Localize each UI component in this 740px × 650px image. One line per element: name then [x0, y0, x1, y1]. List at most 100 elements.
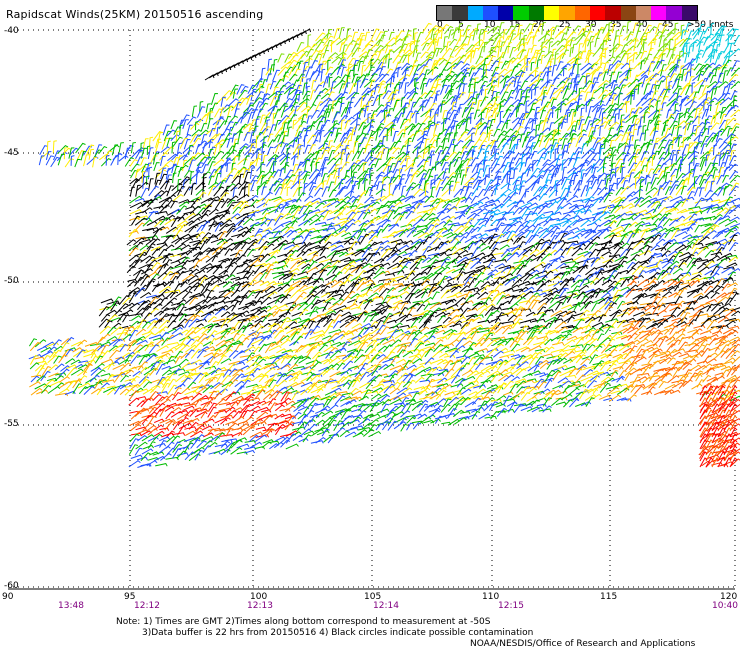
wind-barb — [339, 295, 351, 306]
wind-barb — [729, 48, 740, 57]
wind-barb — [718, 51, 725, 60]
wind-barb — [670, 31, 682, 40]
wind-barb — [527, 128, 537, 137]
wind-barb — [657, 319, 669, 328]
wind-barb — [637, 125, 642, 136]
wind-barb — [375, 104, 385, 112]
wind-barb — [384, 83, 391, 94]
wind-barb — [607, 133, 619, 142]
wind-barb — [352, 141, 359, 154]
wind-barb — [330, 250, 340, 261]
wind-barb — [179, 124, 184, 136]
wind-barb — [441, 74, 453, 83]
wind-barb — [250, 199, 260, 207]
wind-barb — [590, 118, 598, 129]
wind-barb — [625, 258, 637, 264]
wind-barb — [698, 112, 703, 125]
wind-barb — [704, 54, 715, 64]
wind-barb — [685, 71, 691, 82]
wind-barb — [455, 68, 468, 78]
wind-barb — [544, 109, 553, 120]
wind-barb — [164, 146, 175, 154]
wind-barb — [705, 104, 712, 117]
wind-barb — [314, 132, 322, 144]
wind-barb — [695, 49, 704, 58]
wind-barb — [458, 103, 464, 114]
wind-barb — [377, 49, 385, 60]
wind-barb — [593, 125, 599, 135]
wind-barb — [568, 108, 575, 118]
wind-barb — [496, 120, 505, 129]
wind-barb — [682, 45, 687, 58]
wind-barb — [691, 27, 702, 36]
wind-barb — [721, 26, 727, 36]
wind-barb — [392, 89, 400, 101]
wind-barb — [438, 58, 448, 66]
wind-barb — [534, 86, 539, 96]
wind-barb — [426, 124, 434, 136]
wind-barb — [274, 78, 284, 89]
wind-barb — [361, 87, 371, 96]
wind-barb — [348, 57, 356, 66]
wind-barb — [364, 31, 370, 42]
wind-barb — [687, 76, 695, 87]
wind-barb — [684, 52, 691, 63]
wind-barb — [172, 312, 183, 323]
wind-barb — [212, 117, 225, 126]
wind-barb — [361, 64, 366, 78]
wind-barb — [555, 262, 567, 270]
wind-barb — [524, 210, 534, 222]
wind-barb — [323, 35, 334, 46]
wind-barb — [295, 241, 307, 246]
wind-barb — [607, 64, 614, 75]
wind-barb — [607, 102, 618, 114]
wind-barb — [360, 116, 372, 125]
wind-barb — [530, 255, 543, 262]
wind-barb — [617, 141, 629, 149]
wind-barb — [724, 119, 731, 130]
wind-barb — [396, 112, 405, 124]
wind-barb — [473, 109, 480, 120]
wind-barb — [645, 223, 658, 228]
wind-barb — [491, 307, 503, 311]
wind-barb — [674, 244, 687, 251]
wind-barb — [443, 219, 453, 227]
wind-barb — [313, 115, 325, 125]
wind-barb — [506, 119, 511, 129]
wind-barb — [441, 146, 450, 155]
wind-barb — [385, 53, 390, 64]
wind-barb — [531, 119, 537, 130]
wind-barb — [483, 144, 492, 154]
wind-barb — [619, 76, 630, 84]
wind-barb — [315, 255, 327, 262]
wind-barb — [400, 78, 408, 89]
wind-barb — [307, 34, 312, 48]
wind-barb — [490, 76, 496, 87]
wind-barb — [363, 120, 376, 130]
wind-barb — [340, 107, 349, 117]
wind-barb — [135, 184, 141, 197]
wind-barb — [383, 111, 390, 123]
wind-barb — [166, 137, 173, 147]
wind-barb — [448, 65, 456, 77]
wind-barb — [692, 30, 702, 40]
wind-barb — [415, 112, 420, 124]
wind-barb — [466, 64, 476, 72]
wind-barb — [576, 53, 583, 64]
wind-barb — [699, 30, 707, 40]
wind-barb — [566, 31, 577, 41]
wind-barb — [569, 125, 576, 138]
wind-barb — [322, 308, 334, 316]
wind-barb — [554, 301, 564, 311]
wind-barb — [303, 292, 315, 300]
wind-barb — [708, 85, 718, 94]
wind-barb — [422, 148, 428, 159]
wind-barb — [596, 103, 606, 113]
wind-barb — [412, 28, 417, 40]
wind-barb — [730, 109, 740, 118]
wind-barb — [309, 325, 320, 336]
wind-barb — [295, 131, 303, 142]
wind-barb — [463, 54, 472, 65]
wind-barb — [656, 59, 665, 70]
wind-barb — [314, 173, 322, 184]
